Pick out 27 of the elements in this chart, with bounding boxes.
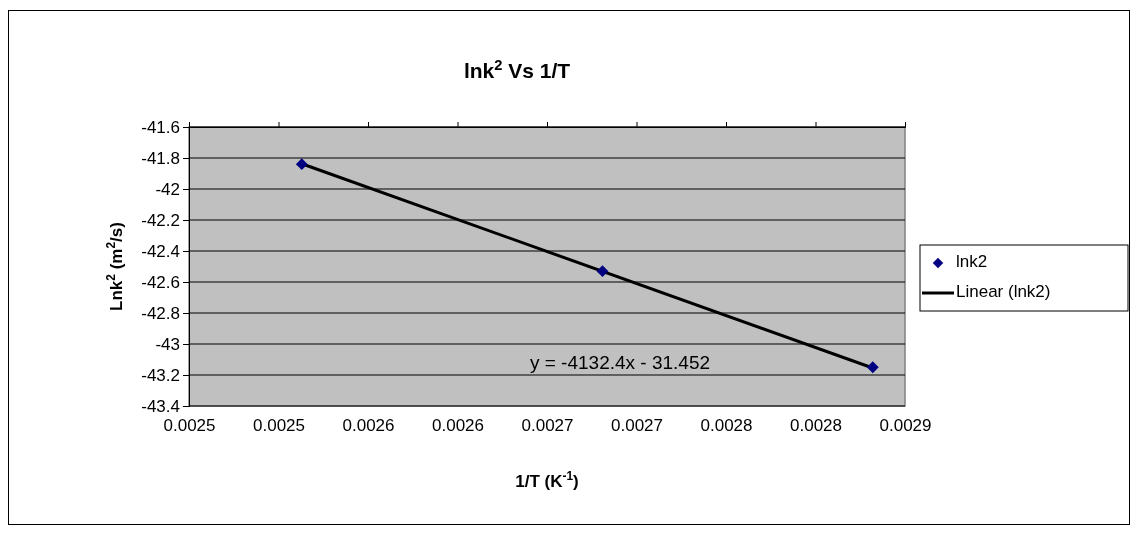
- legend-label: Linear (lnk2): [956, 282, 1051, 302]
- y-tick-label: -43: [155, 334, 180, 354]
- y-tick-label: -43.4: [141, 396, 180, 416]
- point: [596, 265, 609, 278]
- x-tick-label: 0.0025: [163, 416, 216, 436]
- point: [295, 158, 308, 171]
- x-axis-title: 1/T (K$^{-1}$): [515, 469, 579, 491]
- x-tick-label: 0.0027: [521, 416, 574, 436]
- x-tick-label: 0.0028: [700, 416, 753, 436]
- y-tick-label: -42.8: [141, 303, 180, 323]
- y-tick-label: -41.8: [141, 148, 180, 168]
- point: [866, 361, 879, 374]
- chart-title: lnk$^{2}$ Vs 1/T: [463, 57, 571, 82]
- x-tick-label: 0.0026: [342, 416, 395, 436]
- legend-label: lnk2: [956, 252, 988, 272]
- x-tick-label: 0.0028: [790, 416, 842, 436]
- y-tick-label: -43.2: [141, 365, 180, 385]
- y-tick-label: -42: [155, 179, 180, 199]
- y-tick-label: -42.2: [141, 210, 180, 230]
- y-tick-label: -42.6: [141, 272, 180, 292]
- y-tick-label: -42.4: [141, 241, 180, 261]
- x-tick-label: 0.0025: [253, 416, 305, 436]
- x-tick-label: 0.0027: [611, 416, 663, 436]
- x-tick-label: 0.0026: [432, 416, 484, 436]
- x-tick-label: 0.0029: [879, 416, 932, 436]
- y-tick-label: -41.6: [141, 117, 180, 137]
- annotation: y = -4132.4x - 31.452: [529, 352, 711, 374]
